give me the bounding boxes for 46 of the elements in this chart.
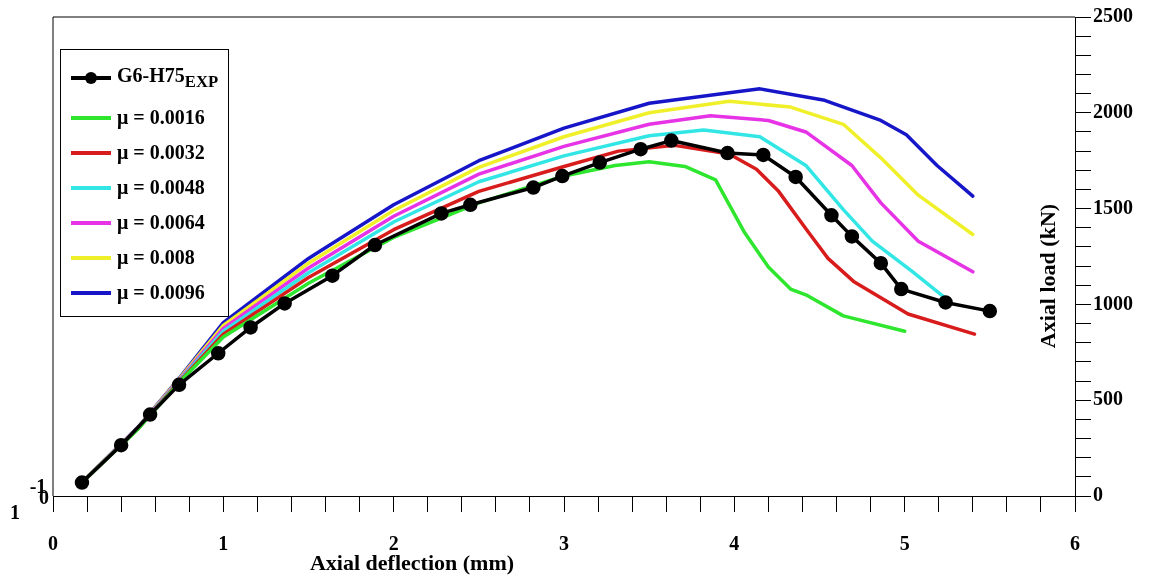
y-tick-label: 500 [1093,387,1123,410]
point [938,295,953,310]
point [325,268,340,283]
x-tick-label: 6 [1070,532,1080,555]
text: 1 [10,500,20,524]
y-axis-title: Axial load (kN) [1035,203,1061,349]
legend-label: μ = 0.0064 [117,211,205,234]
x-tick-label: 3 [559,532,569,555]
point [982,303,998,319]
x-tick-label: 0 [48,532,58,555]
legend-label: μ = 0.0048 [117,176,205,199]
point [74,475,90,490]
point [210,346,226,361]
point [142,407,158,422]
point [434,206,449,221]
y-tick-label: 2000 [1093,99,1133,122]
point [756,147,771,163]
legend-label: μ = 0.008 [117,246,195,269]
point [526,180,541,195]
y-tick-label: 1500 [1093,195,1133,218]
x-tick-label: 5 [899,532,910,555]
point [171,377,187,393]
y-tick-label: 0 [1093,483,1103,506]
point [664,133,679,148]
y-tick-label: 2500 [1093,4,1133,27]
point [243,320,258,335]
point [633,141,648,157]
point [720,145,735,161]
point [894,281,909,297]
point [113,437,129,453]
y-tick-label: 1000 [1093,291,1133,314]
point [555,168,570,184]
point [844,229,860,244]
legend-label: μ = 0.0032 [117,141,205,164]
point [277,296,292,311]
legend-label: μ = 0.0016 [117,106,205,129]
legend-label: μ = 0.0096 [117,281,205,304]
legend-label: G6-H75$_{EXP}$ [117,64,219,92]
x-tick-label: 1 [218,532,229,555]
point [873,255,889,271]
point [592,155,608,170]
x-tick-label: 4 [729,532,740,555]
point [367,237,383,253]
point [788,169,803,185]
point [463,197,478,213]
point [824,208,839,223]
